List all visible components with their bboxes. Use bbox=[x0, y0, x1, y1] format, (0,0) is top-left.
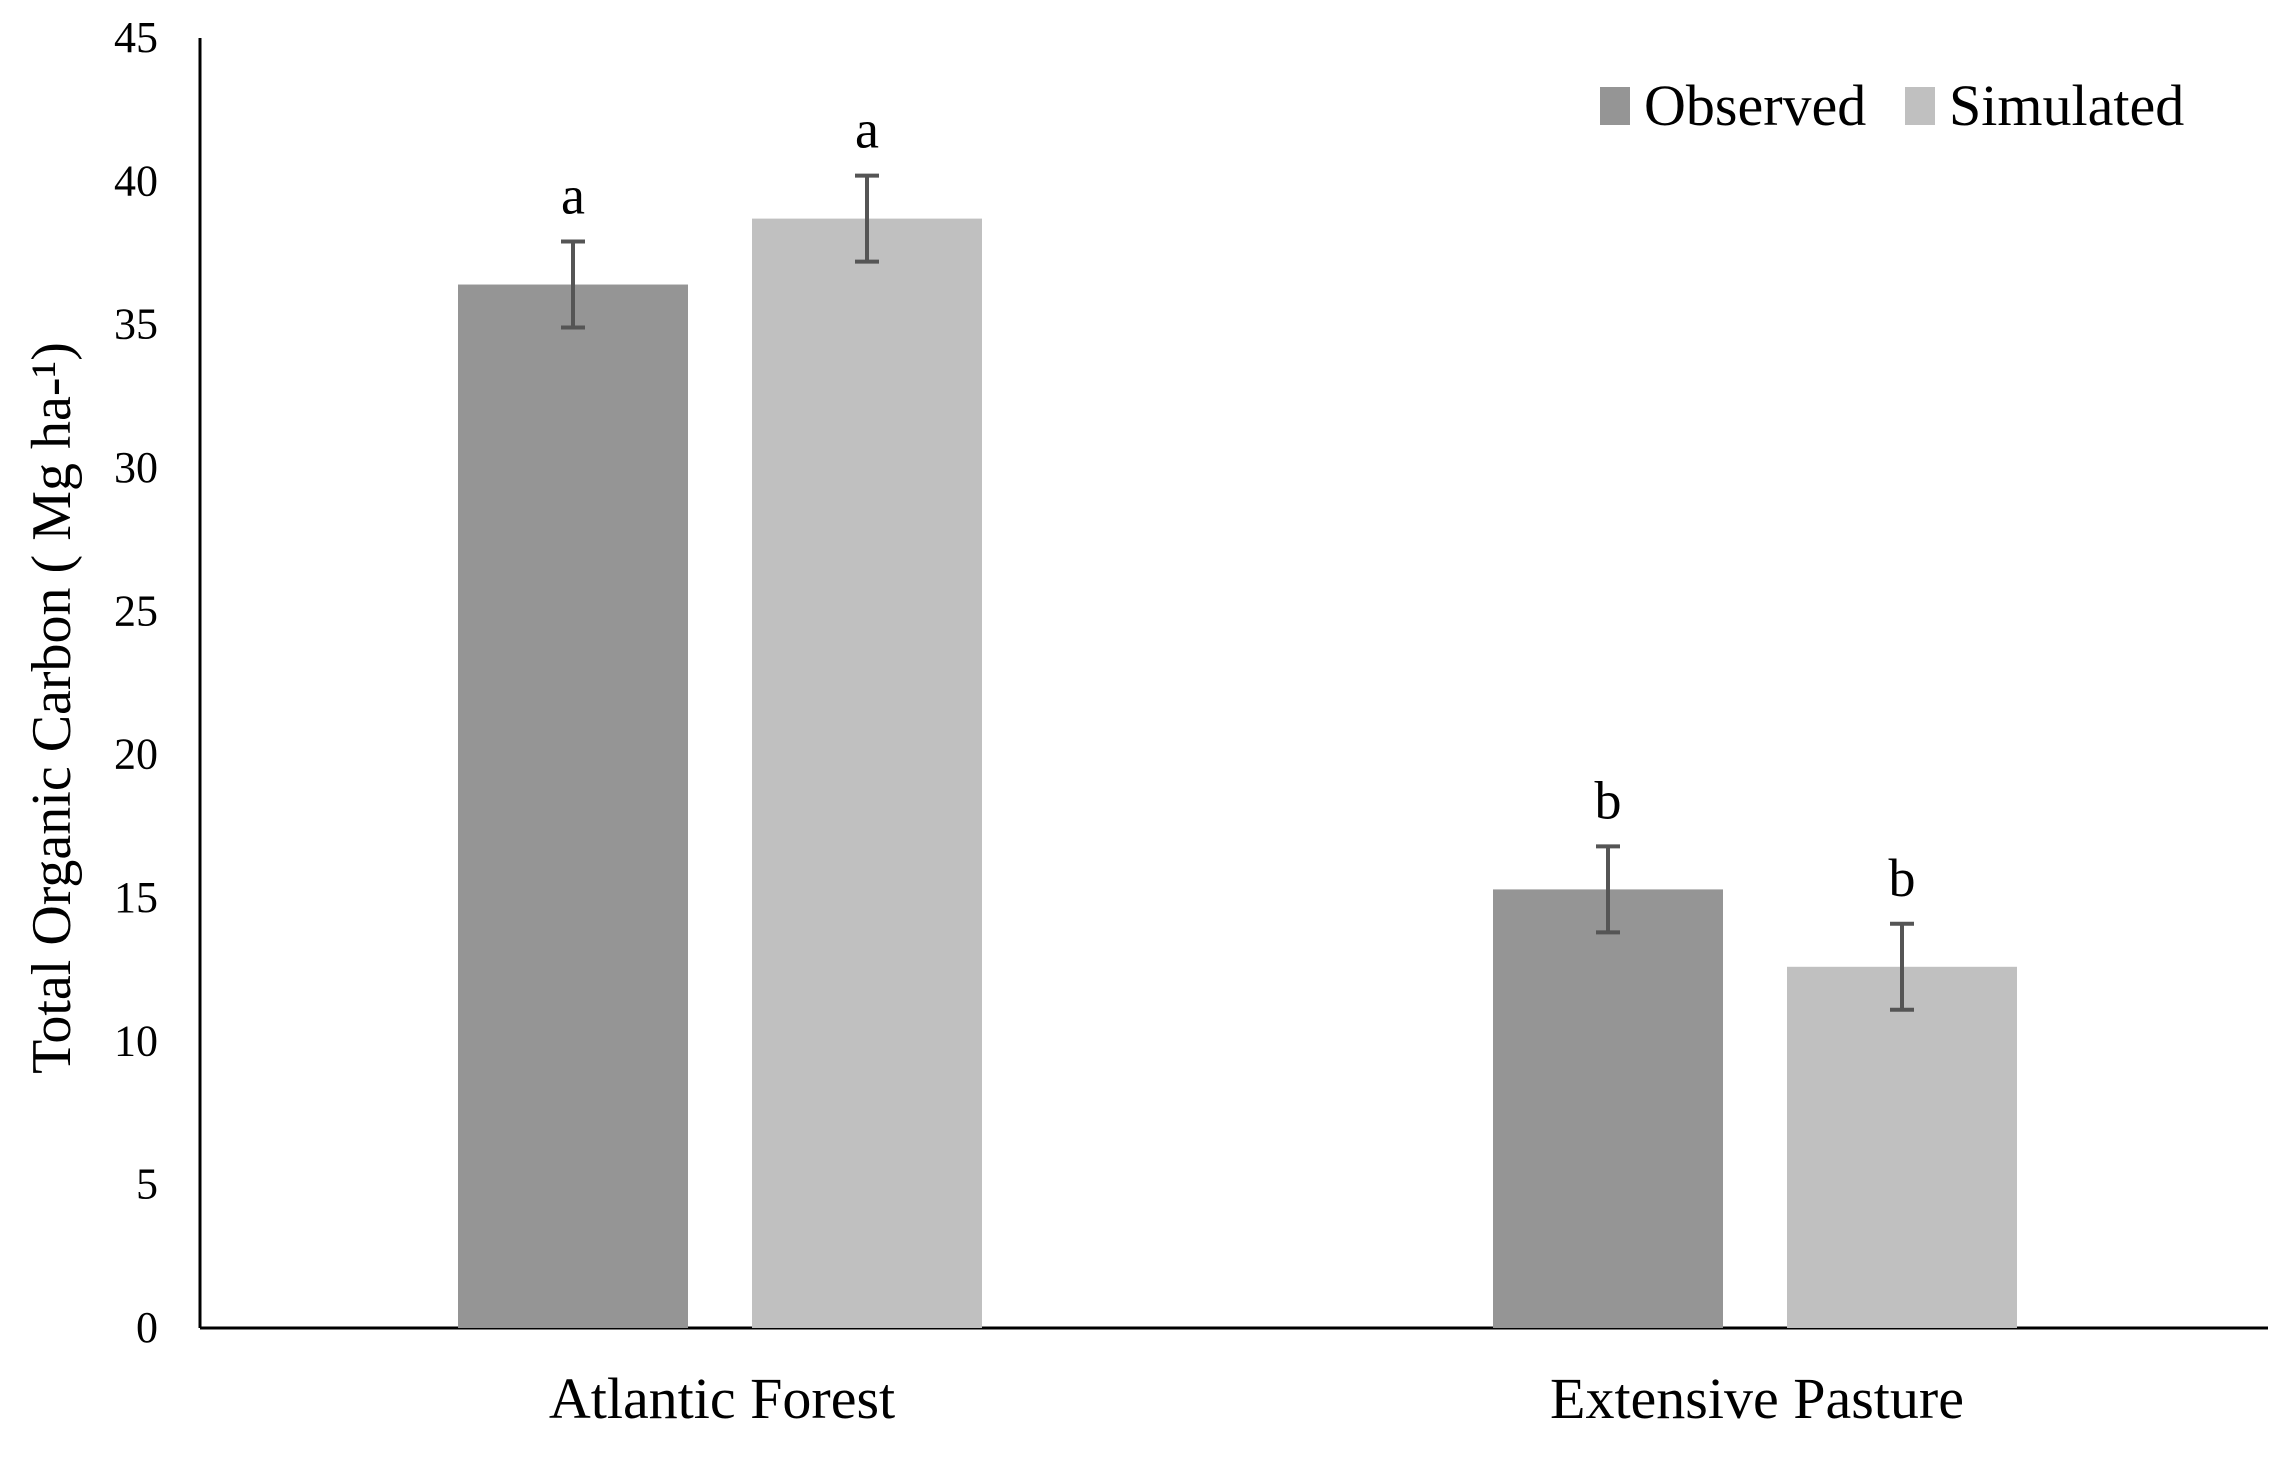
y-tick-label: 25 bbox=[114, 586, 158, 635]
bar-simulated-1 bbox=[752, 218, 982, 1329]
significance-letter: a bbox=[855, 100, 879, 160]
bar-observed-2 bbox=[1493, 889, 1723, 1328]
legend: Observed Simulated bbox=[1600, 73, 2184, 138]
y-tick-label: 35 bbox=[114, 300, 158, 349]
legend-swatch-observed bbox=[1600, 87, 1630, 125]
y-tick-label: 40 bbox=[114, 156, 158, 205]
y-tick-label: 0 bbox=[136, 1303, 158, 1352]
x-category-label: Atlantic Forest bbox=[549, 1366, 895, 1431]
bar-observed-1 bbox=[458, 284, 688, 1328]
bars-layer bbox=[458, 173, 2017, 1329]
significance-letter: b bbox=[1595, 770, 1622, 830]
legend-label-simulated: Simulated bbox=[1949, 73, 2184, 138]
y-tick-label: 45 bbox=[114, 13, 158, 62]
bar-simulated-2 bbox=[1787, 966, 2017, 1328]
y-tick-label: 20 bbox=[114, 730, 158, 779]
y-axis-title: Total Organic Carbon ( Mg ha-¹) bbox=[21, 342, 83, 1074]
y-tick-label: 15 bbox=[114, 873, 158, 922]
x-category-label: Extensive Pasture bbox=[1550, 1366, 1964, 1431]
y-tick-label: 10 bbox=[114, 1016, 158, 1065]
y-tick-label: 5 bbox=[136, 1160, 158, 1209]
significance-letter: b bbox=[1889, 848, 1916, 908]
labels-layer: a a Atlantic Forest b b Extensive Pasture bbox=[549, 100, 1964, 1431]
legend-label-observed: Observed bbox=[1644, 73, 1866, 138]
y-tick-label: 30 bbox=[114, 443, 158, 492]
legend-swatch-simulated bbox=[1905, 87, 1935, 125]
significance-letter: a bbox=[561, 166, 585, 226]
